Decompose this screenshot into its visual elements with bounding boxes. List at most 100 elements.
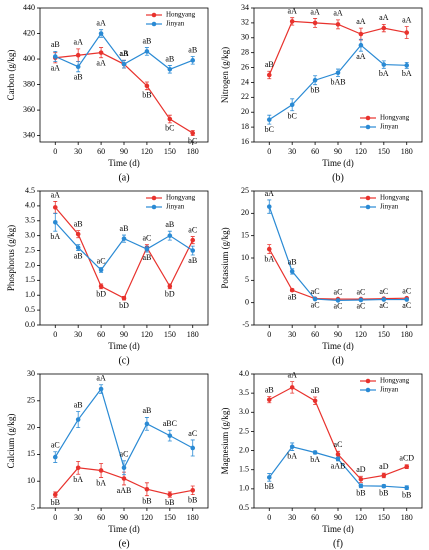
legend-marker — [151, 12, 157, 18]
data-point — [381, 25, 387, 31]
significance-label: aC — [379, 287, 388, 296]
significance-label: aAB — [117, 486, 132, 495]
data-point — [289, 444, 295, 450]
x-tick-label: 0 — [267, 513, 271, 522]
legend-marker — [151, 195, 157, 201]
y-tick-label: 20 — [241, 208, 249, 217]
x-tick-label: 30 — [74, 330, 82, 339]
legend-label: Hongyang — [166, 11, 196, 19]
significance-label: aA — [356, 52, 366, 61]
x-tick-label: 150 — [378, 513, 390, 522]
data-point — [144, 246, 150, 252]
data-point — [98, 267, 104, 273]
data-point — [289, 102, 295, 108]
y-tick-label: 16 — [241, 137, 249, 146]
legend-marker — [365, 387, 371, 393]
significance-label: aD — [379, 462, 389, 471]
significance-label: bA — [402, 69, 412, 78]
significance-label: aA — [265, 189, 275, 198]
y-tick-label: 18 — [241, 122, 249, 131]
x-tick-label: 180 — [187, 513, 199, 522]
data-point — [121, 61, 127, 67]
significance-label: aC — [356, 301, 365, 310]
plot-frame — [39, 7, 209, 143]
data-point — [144, 49, 150, 54]
legend-marker — [365, 195, 371, 201]
significance-label: aB — [188, 256, 197, 265]
data-point — [98, 50, 104, 55]
x-tick-label: 150 — [164, 147, 176, 156]
legend-label: Hongyang — [380, 194, 410, 202]
x-tick-label: 0 — [53, 513, 57, 522]
legend-label: Hongyang — [380, 114, 410, 122]
y-tick-label: 440 — [23, 3, 35, 12]
y-tick-label: 34 — [241, 3, 249, 12]
data-point — [266, 204, 272, 209]
data-point — [404, 297, 410, 302]
significance-label: bB — [379, 489, 388, 498]
significance-label: aA — [74, 38, 84, 47]
y-axis-label: Nitrogen (g/kg) — [220, 47, 230, 103]
data-point — [312, 450, 318, 455]
x-tick-label: 0 — [267, 330, 271, 339]
caption: (b) — [332, 172, 344, 183]
significance-label: aB — [120, 224, 129, 233]
significance-label: aD — [356, 465, 366, 474]
significance-label: aA — [51, 190, 61, 199]
y-tick-label: 25 — [241, 186, 249, 195]
significance-label: bA — [264, 254, 274, 263]
significance-label: bB — [356, 489, 365, 498]
significance-label: aA — [288, 370, 298, 379]
significance-label: bC — [265, 125, 274, 134]
data-point — [167, 492, 173, 497]
x-tick-label: 30 — [288, 330, 296, 339]
x-tick-label: 90 — [120, 330, 128, 339]
significance-label: aB — [74, 251, 83, 260]
y-tick-label: 2.0 — [239, 445, 249, 454]
x-tick-label: 120 — [355, 330, 367, 339]
significance-label: aB — [142, 253, 151, 262]
data-point — [266, 72, 272, 78]
y-axis-label: Magnesium (g/kg) — [220, 408, 230, 475]
x-tick-label: 90 — [120, 147, 128, 156]
data-point — [312, 398, 318, 404]
significance-label: aB — [165, 54, 174, 63]
y-tick-label: 1.0 — [239, 484, 249, 493]
data-point — [266, 475, 272, 480]
x-tick-label: 150 — [164, 330, 176, 339]
data-point — [404, 485, 410, 491]
data-point — [289, 385, 295, 390]
significance-label: aB — [142, 406, 151, 415]
data-point — [52, 219, 58, 225]
x-axis-label: Time (d) — [108, 341, 139, 351]
y-tick-label: 24 — [241, 77, 249, 86]
significance-label: aC — [97, 256, 106, 265]
significance-label: aC — [402, 301, 411, 310]
significance-label: aA — [96, 374, 106, 383]
caption: (e) — [118, 538, 129, 549]
significance-label: bAB — [330, 77, 345, 86]
significance-label: aB — [51, 40, 60, 49]
significance-label: aA — [379, 13, 389, 22]
x-tick-label: 180 — [401, 513, 413, 522]
legend-marker — [365, 115, 371, 121]
data-point — [358, 31, 364, 37]
y-tick-label: 380 — [23, 79, 35, 88]
data-point — [98, 386, 104, 392]
legend-label: Hongyang — [380, 377, 410, 385]
y-tick-label: 22 — [241, 92, 249, 101]
legend-label: Hongyang — [166, 194, 196, 202]
data-point — [312, 296, 318, 302]
y-axis-label: Calcium (g/kg) — [6, 414, 16, 469]
data-point — [358, 42, 364, 48]
data-point — [266, 117, 272, 122]
y-tick-label: 26 — [241, 62, 249, 71]
data-point — [75, 465, 81, 471]
y-tick-label: 400 — [23, 54, 35, 63]
x-tick-label: 30 — [288, 513, 296, 522]
data-point — [381, 62, 387, 67]
legend-marker — [365, 204, 371, 210]
significance-label: bB — [51, 498, 60, 507]
significance-label: aC — [188, 225, 197, 234]
